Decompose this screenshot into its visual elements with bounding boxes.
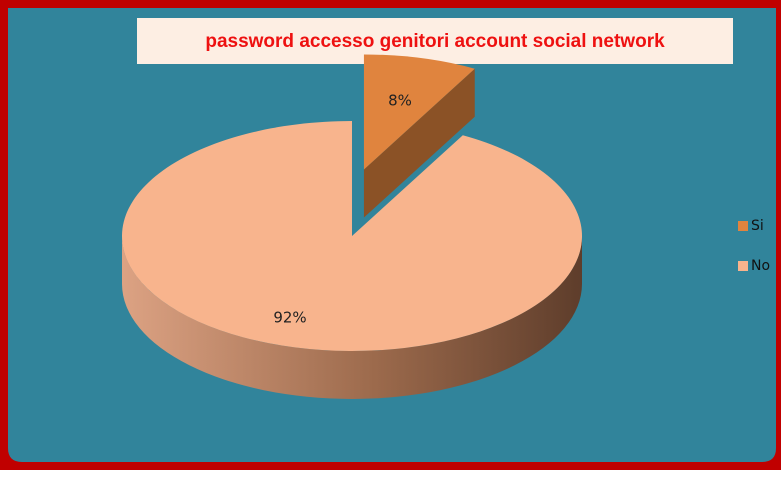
legend-label: No xyxy=(751,258,770,274)
slice-cut xyxy=(363,68,475,218)
legend-swatch xyxy=(738,221,748,231)
legend-label: Si xyxy=(751,218,764,234)
chart-title: password accesso genitori account social… xyxy=(205,31,665,52)
data-label: 8% xyxy=(388,92,412,110)
title-box xyxy=(137,18,733,64)
legend-swatch xyxy=(738,261,748,271)
pie-slice xyxy=(363,54,475,170)
slice-side xyxy=(122,236,582,399)
pie-slice xyxy=(121,121,582,351)
data-label: 92% xyxy=(273,309,306,327)
